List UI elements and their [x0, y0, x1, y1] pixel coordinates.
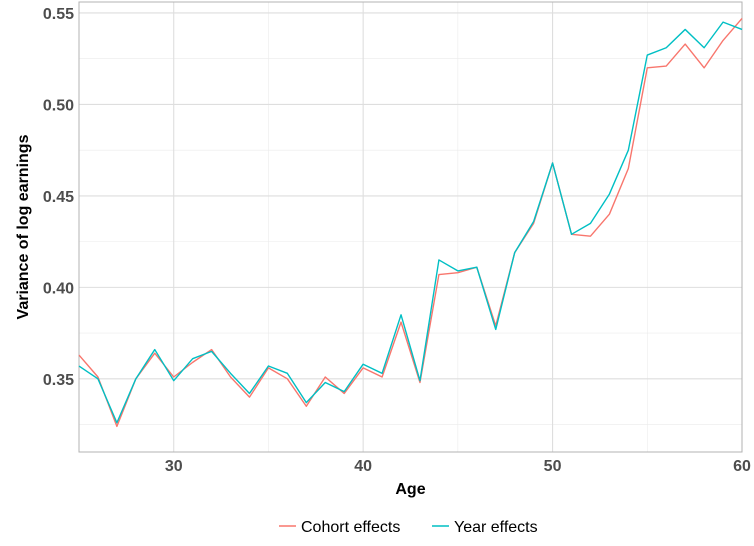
x-axis-ticks: 30 40 50 60 — [165, 458, 751, 475]
series-line-year-effects — [78, 21, 743, 424]
x-tick-label: 40 — [354, 458, 372, 475]
series-lines — [78, 18, 743, 428]
x-tick-label: 30 — [165, 458, 183, 475]
x-tick-label: 50 — [544, 458, 562, 475]
legend-label: Year effects — [454, 519, 538, 536]
legend: Cohort effects Year effects — [279, 519, 538, 536]
series-line-cohort-effects — [78, 18, 743, 428]
y-tick-label: 0.40 — [43, 280, 74, 297]
major-grid — [79, 2, 743, 452]
y-tick-label: 0.55 — [43, 6, 74, 23]
y-axis-title: Variance of log earnings — [15, 134, 32, 319]
y-tick-label: 0.45 — [43, 189, 74, 206]
x-axis-title: Age — [395, 481, 425, 498]
legend-label: Cohort effects — [301, 519, 400, 536]
minor-grid — [78, 2, 742, 452]
x-tick-label: 60 — [733, 458, 751, 475]
y-tick-label: 0.35 — [43, 372, 74, 389]
y-tick-label: 0.50 — [43, 97, 74, 114]
plot-panel-border — [78, 1, 743, 453]
y-axis-ticks: 0.35 0.40 0.45 0.50 0.55 — [43, 6, 74, 389]
